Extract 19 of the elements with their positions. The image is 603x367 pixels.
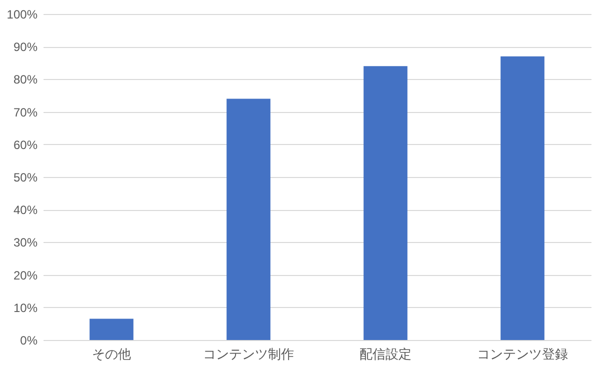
- x-tick-label: コンテンツ登録: [477, 346, 568, 362]
- bar: [226, 98, 270, 340]
- y-tick-label: 10%: [13, 300, 38, 315]
- y-tick-label: 60%: [13, 138, 38, 152]
- bar: [90, 318, 134, 340]
- x-tick-label: 配信設定: [360, 346, 412, 362]
- y-tick-label: 50%: [13, 170, 38, 184]
- y-tick-label: 30%: [13, 236, 38, 250]
- y-tick-label: 80%: [13, 72, 38, 87]
- y-tick-label: 20%: [13, 268, 38, 282]
- bar: [500, 56, 544, 340]
- y-tick-label: 70%: [13, 105, 38, 120]
- bar: [364, 66, 408, 340]
- y-tick-label: 0%: [20, 334, 38, 348]
- x-tick-label: コンテンツ制作: [203, 346, 294, 362]
- y-tick-label: 90%: [13, 40, 38, 54]
- y-tick-label: 40%: [13, 203, 38, 218]
- x-tick-label: その他: [92, 346, 131, 362]
- y-tick-label: 100%: [6, 8, 38, 22]
